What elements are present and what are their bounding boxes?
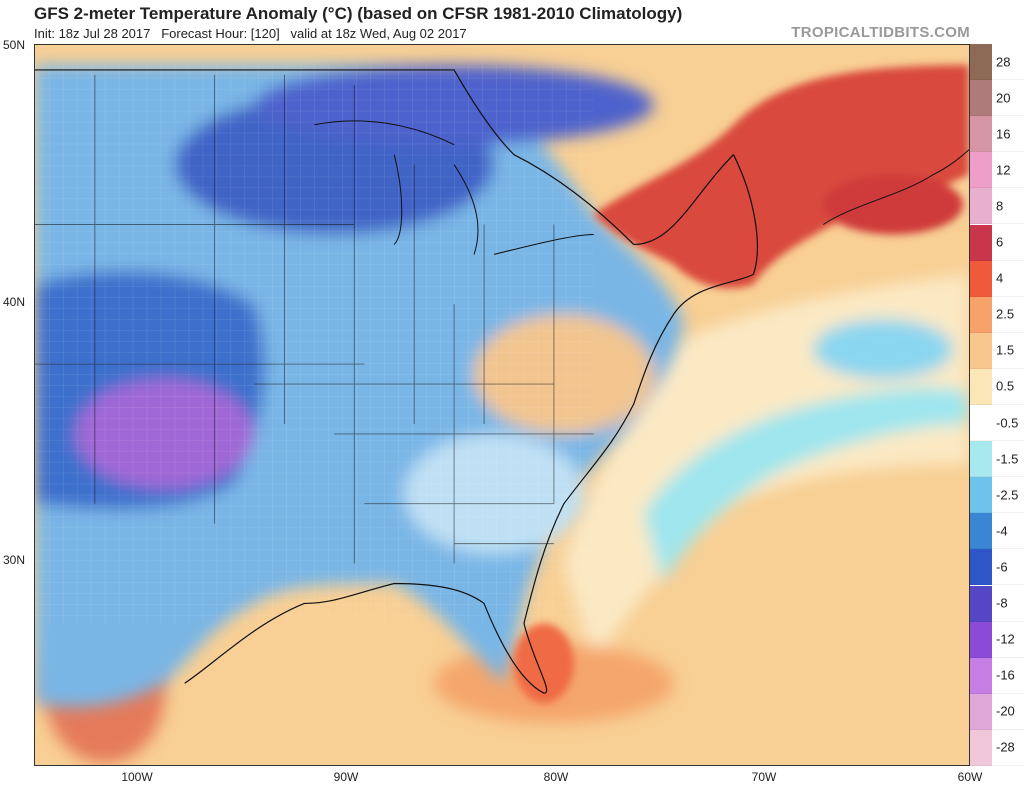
colorbar-color-block xyxy=(970,693,992,729)
lon-label-60w: 60W xyxy=(957,770,983,784)
colorbar-label: 16 xyxy=(996,126,1011,142)
colorbar-swatch: 12 xyxy=(970,152,1024,189)
colorbar-label: 4 xyxy=(996,270,1004,286)
colorbar-label: -1.5 xyxy=(996,451,1019,467)
colorbar-label: -16 xyxy=(996,667,1015,683)
colorbar-swatch: 8 xyxy=(970,188,1024,225)
colorbar-label: 6 xyxy=(996,234,1004,250)
colorbar-color-block xyxy=(970,477,992,513)
forecast-info: Init: 18z Jul 28 2017 Forecast Hour: [12… xyxy=(34,26,467,41)
colorbar-label: 8 xyxy=(996,198,1004,214)
colorbar-label: -0.5 xyxy=(996,415,1019,431)
northeast-warm-anomaly xyxy=(593,64,969,289)
colorbar-label: -6 xyxy=(996,559,1008,575)
colorbar-label: 12 xyxy=(996,162,1011,178)
colorbar-color-block xyxy=(970,368,992,404)
colorbar-swatch: 28 xyxy=(970,44,1024,81)
colorbar-swatch: -6 xyxy=(970,549,1024,586)
colorbar-label: 2.5 xyxy=(996,306,1015,322)
colorbar-color-block xyxy=(970,729,992,765)
colorbar-swatch: -8 xyxy=(970,585,1024,622)
colorbar-swatch: -12 xyxy=(970,621,1024,658)
init-time: Init: 18z Jul 28 2017 xyxy=(34,26,151,41)
colorbar-swatch: 1.5 xyxy=(970,332,1024,369)
valid-time: valid at 18z Wed, Aug 02 2017 xyxy=(290,26,467,41)
lat-label-30n: 30N xyxy=(3,553,26,567)
colorbar-label: -12 xyxy=(996,631,1015,647)
us-canada-border xyxy=(35,69,734,246)
colorbar-swatch: 6 xyxy=(970,224,1024,261)
colorbar-label: 1.5 xyxy=(996,342,1015,358)
lat-label-40n: 40N xyxy=(3,295,26,309)
colorbar-color-block xyxy=(970,513,992,549)
colorbar-swatch: -28 xyxy=(970,729,1024,766)
colorbar-color-block xyxy=(970,116,992,152)
map-title: GFS 2-meter Temperature Anomaly (°C) (ba… xyxy=(34,4,683,23)
lon-label-70w: 70W xyxy=(751,770,777,784)
great-lakes-outline xyxy=(314,120,594,255)
colorbar-label: -2.5 xyxy=(996,487,1019,503)
colorbar-swatch: -4 xyxy=(970,513,1024,550)
colorbar-color-block xyxy=(970,441,992,477)
colorbar-swatch: 20 xyxy=(970,80,1024,117)
lon-label-100w: 100W xyxy=(121,770,153,784)
colorbar-color-block xyxy=(970,44,992,80)
lat-label-50n: 50N xyxy=(3,38,26,52)
colorbar-color-block xyxy=(970,405,992,441)
colorbar-color-block xyxy=(970,657,992,693)
colorbar-color-block xyxy=(970,585,992,621)
lon-label-90w: 90W xyxy=(333,770,359,784)
atlantic-coastline xyxy=(184,154,758,694)
colorbar-swatch: -2.5 xyxy=(970,477,1024,514)
state-borders xyxy=(35,74,594,564)
colorbar-color-block xyxy=(970,80,992,116)
colorbar-label: 28 xyxy=(996,54,1011,70)
colorbar-swatch: 4 xyxy=(970,260,1024,297)
gulf-stream-cool-band xyxy=(643,387,969,584)
colorbar-color-block xyxy=(970,224,992,260)
colorbar-swatch: -16 xyxy=(970,657,1024,694)
colorbar-swatch: 0.5 xyxy=(970,368,1024,405)
colorbar-label: 20 xyxy=(996,90,1011,106)
lon-label-80w: 80W xyxy=(543,770,569,784)
colorbar-color-block xyxy=(970,549,992,585)
colorbar-label: -8 xyxy=(996,595,1008,611)
colorbar-swatch: -1.5 xyxy=(970,441,1024,478)
colorbar-color-block xyxy=(970,188,992,224)
forecast-hour: Forecast Hour: [120] xyxy=(161,26,280,41)
colorbar-swatch: -0.5 xyxy=(970,405,1024,442)
atlantic-cool-patch xyxy=(813,319,954,380)
colorbar-swatch: 16 xyxy=(970,116,1024,153)
colorbar-swatch: 2.5 xyxy=(970,296,1024,333)
colorbar-color-block xyxy=(970,621,992,657)
colorbar-color-block xyxy=(970,296,992,332)
colorbar-label: 0.5 xyxy=(996,378,1015,394)
colorbar-color-block xyxy=(970,332,992,368)
colorbar-color-block xyxy=(970,260,992,296)
nova-scotia-warm-area xyxy=(823,174,964,235)
colorbar-label: -4 xyxy=(996,523,1008,539)
colorbar-color-block xyxy=(970,152,992,188)
maritimes-coastline xyxy=(823,149,969,225)
county-grid-overlay xyxy=(35,64,594,624)
colorbar-swatch: -20 xyxy=(970,693,1024,730)
colorbar-label: -20 xyxy=(996,703,1015,719)
colorbar-legend: 28 20 16 12 8 6 4 2.5 1.5 0.5 -0.5 -1.5 -2.5 -4 -6 -8 -1… xyxy=(970,44,1024,766)
site-watermark: TROPICALTIDBITS.COM xyxy=(791,24,970,41)
florida-warm-area xyxy=(513,623,574,704)
anomaly-map[interactable] xyxy=(34,44,970,766)
colorbar-label: -28 xyxy=(996,739,1015,755)
